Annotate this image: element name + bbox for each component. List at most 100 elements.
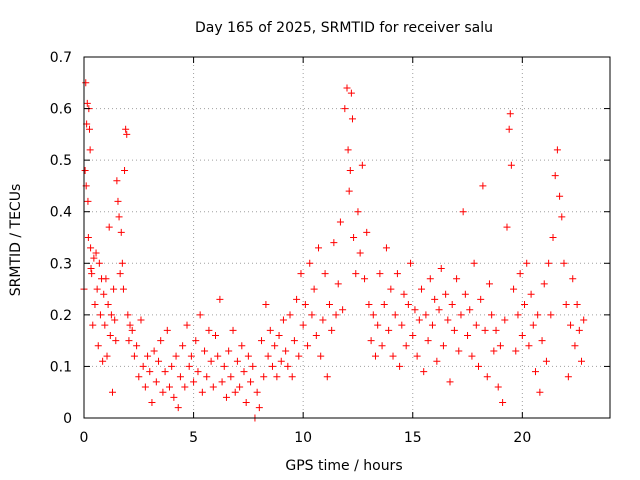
data-point	[114, 197, 122, 205]
data-point	[118, 259, 126, 267]
data-point	[485, 280, 493, 288]
data-point	[545, 259, 553, 267]
x-axis-label: GPS time / hours	[285, 458, 402, 474]
data-point	[369, 311, 377, 319]
data-point	[284, 362, 292, 370]
data-point	[516, 270, 524, 278]
data-point	[448, 301, 456, 309]
data-point	[174, 404, 182, 412]
data-points	[80, 79, 588, 422]
data-point	[262, 301, 270, 309]
data-point	[258, 337, 266, 345]
data-point	[518, 331, 526, 339]
data-point	[209, 383, 217, 391]
data-point	[396, 362, 404, 370]
data-point	[187, 352, 195, 360]
data-point	[163, 326, 171, 334]
data-point	[105, 223, 113, 231]
y-tick-label: 0.1	[50, 359, 72, 375]
data-point	[325, 301, 333, 309]
data-point	[238, 342, 246, 350]
data-point	[426, 275, 434, 283]
x-axis-ticks: 0 5 10 15 20	[80, 57, 531, 446]
data-point	[354, 208, 362, 216]
data-point	[380, 301, 388, 309]
data-point	[514, 311, 522, 319]
data-point	[411, 306, 419, 314]
data-point	[346, 166, 354, 174]
data-point	[214, 352, 222, 360]
data-point	[89, 321, 97, 329]
data-point	[121, 166, 129, 174]
data-point	[87, 244, 95, 252]
data-point	[496, 342, 504, 350]
data-point	[551, 172, 559, 180]
data-point	[468, 352, 476, 360]
data-point	[521, 301, 529, 309]
data-point	[290, 337, 298, 345]
data-point	[470, 259, 478, 267]
data-point	[222, 393, 230, 401]
data-point	[273, 373, 281, 381]
data-point	[439, 342, 447, 350]
data-point	[152, 378, 160, 386]
data-point	[185, 362, 193, 370]
data-point	[344, 146, 352, 154]
data-point	[330, 239, 338, 247]
data-point	[542, 357, 550, 365]
data-point	[391, 311, 399, 319]
data-point	[91, 301, 99, 309]
data-point	[575, 326, 583, 334]
data-point	[433, 357, 441, 365]
data-point	[227, 373, 235, 381]
data-point	[183, 321, 191, 329]
data-point	[536, 388, 544, 396]
data-point	[126, 321, 134, 329]
data-point	[418, 285, 426, 293]
data-point	[198, 388, 206, 396]
data-point	[393, 270, 401, 278]
data-point	[110, 285, 118, 293]
data-point	[203, 373, 211, 381]
data-point	[125, 337, 133, 345]
y-tick-label: 0.2	[50, 308, 72, 324]
data-point	[475, 362, 482, 370]
data-point	[376, 270, 384, 278]
data-point	[123, 130, 131, 138]
data-point	[365, 301, 373, 309]
data-point	[571, 342, 579, 350]
data-point	[422, 311, 430, 319]
data-point	[233, 357, 241, 365]
data-point	[205, 326, 213, 334]
data-point	[435, 306, 443, 314]
data-point	[242, 399, 250, 407]
data-point	[277, 357, 285, 365]
data-point	[117, 228, 125, 236]
data-point	[176, 373, 184, 381]
data-point	[216, 295, 224, 303]
data-point	[308, 311, 316, 319]
data-point	[378, 342, 386, 350]
data-point	[490, 347, 498, 355]
data-point	[201, 347, 209, 355]
data-point	[382, 244, 390, 252]
y-axis-ticks: 0 0.1 0.2 0.3 0.4 0.5 0.6 0.7	[50, 50, 610, 427]
data-point	[424, 337, 432, 345]
data-point	[231, 388, 239, 396]
data-point	[310, 285, 318, 293]
data-point	[321, 270, 329, 278]
data-point	[190, 378, 198, 386]
data-point	[306, 259, 314, 267]
data-point	[558, 213, 566, 221]
data-point	[137, 316, 145, 324]
data-point	[244, 352, 252, 360]
data-point	[92, 249, 100, 257]
data-point	[168, 362, 176, 370]
y-axis-label: SRMTID / TECUs	[8, 184, 24, 297]
data-point	[304, 342, 312, 350]
data-point	[444, 316, 452, 324]
data-point	[116, 270, 124, 278]
data-point	[144, 352, 152, 360]
y-tick-label: 0	[63, 411, 72, 427]
data-point	[450, 326, 458, 334]
